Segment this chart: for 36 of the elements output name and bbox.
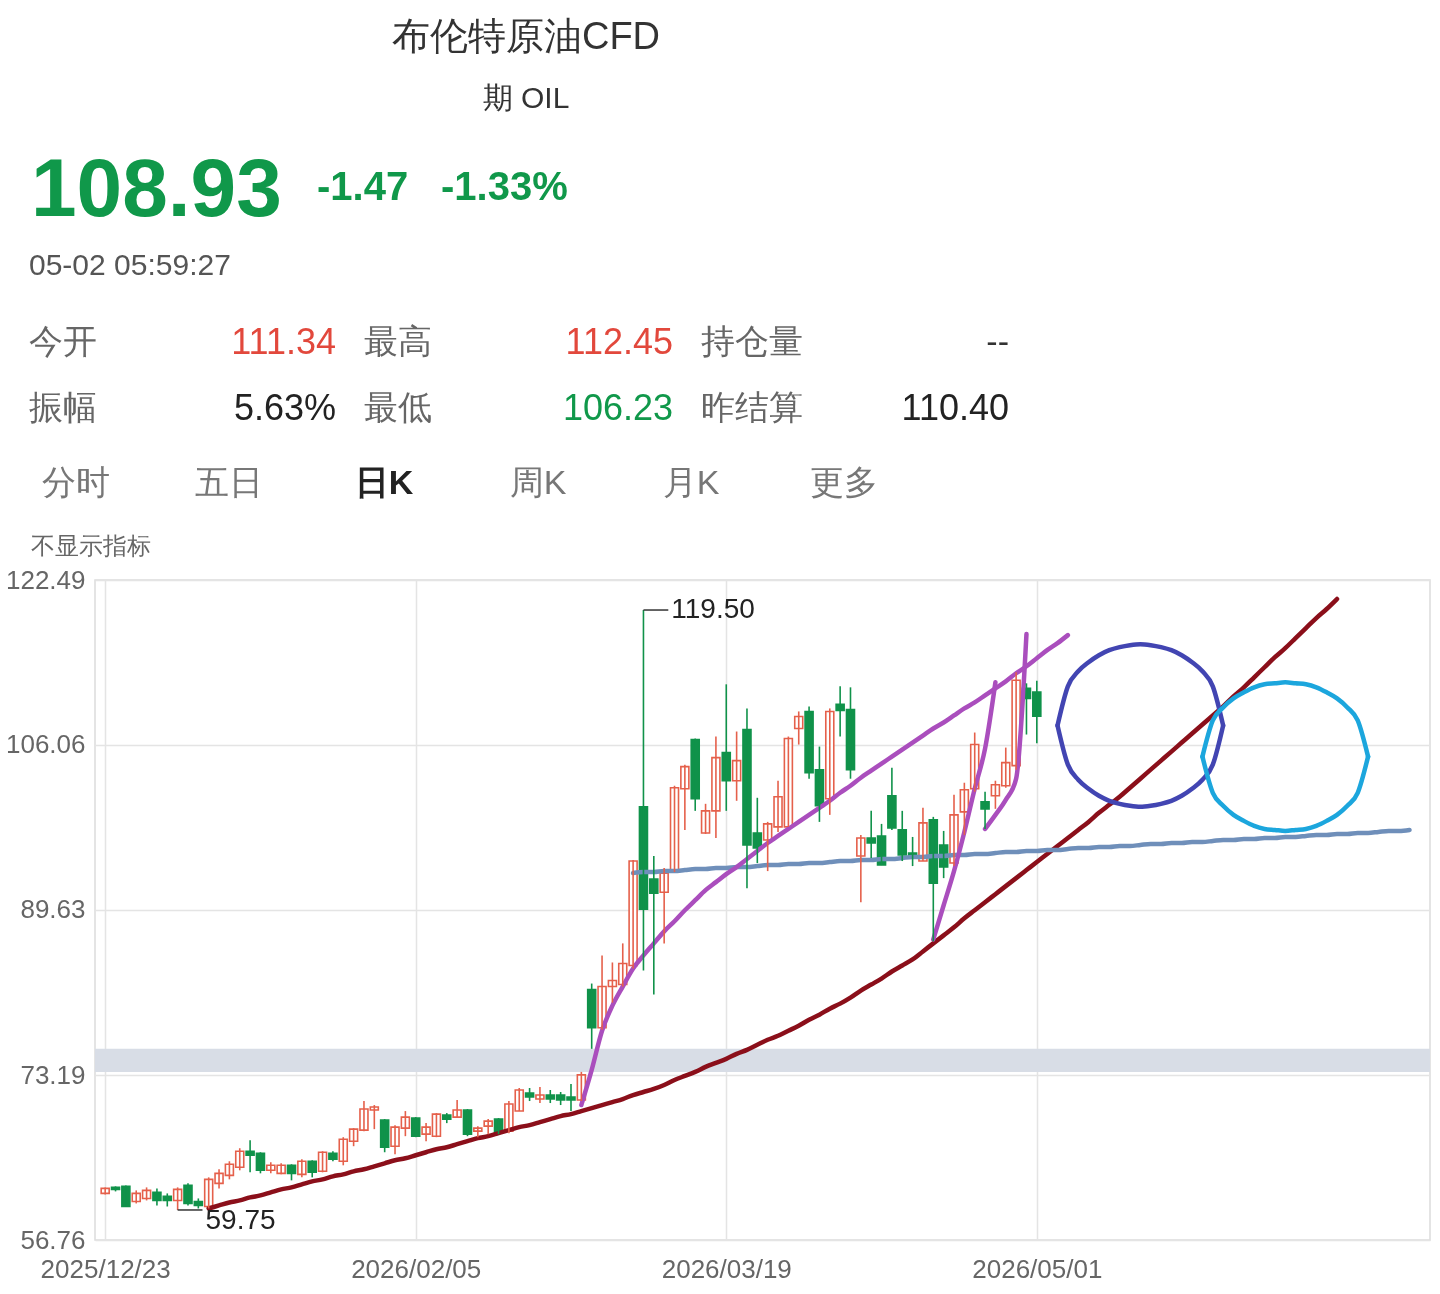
text: 05-02 05:59:27	[29, 248, 231, 281]
text: 日K	[354, 463, 414, 501]
text: 昨结算	[701, 388, 803, 426]
text: 最低	[364, 388, 432, 426]
text: 更多	[810, 463, 878, 501]
text: 112.45	[565, 321, 673, 362]
annotation: 119.50	[671, 593, 755, 625]
annotation: 59.75	[205, 1203, 276, 1235]
text: 分时	[42, 463, 110, 501]
text: -1.47	[317, 164, 409, 208]
y-tick-label: 122.49	[5, 564, 86, 595]
y-tick-label: 89.63	[20, 894, 86, 925]
y-tick-label: 73.19	[20, 1059, 86, 1090]
chart-subtitle: 期 OIL	[482, 81, 570, 114]
text: 108.93	[31, 142, 282, 233]
y-tick-label: 106.06	[5, 729, 86, 760]
text: 五日	[195, 463, 263, 501]
text: 106.23	[562, 387, 673, 428]
text: 周K	[509, 463, 567, 501]
text: 5.63%	[233, 387, 336, 428]
chart-title: 布伦特原油CFD	[391, 15, 661, 57]
text: 110.40	[901, 387, 1009, 428]
text: 最高	[364, 322, 432, 360]
text: --	[986, 322, 1009, 360]
text: 111.34	[231, 321, 336, 362]
text: -1.33%	[441, 164, 568, 208]
text: 不显示指标	[31, 532, 151, 559]
text: 今开	[29, 322, 97, 360]
text: 持仓量	[701, 322, 803, 360]
x-tick-label: 2026/03/19	[661, 1253, 792, 1284]
y-tick-label: 56.76	[20, 1224, 86, 1255]
text: 振幅	[29, 388, 97, 426]
text: 月K	[662, 463, 720, 501]
x-tick-label: 2025/12/23	[40, 1253, 171, 1284]
x-tick-label: 2026/02/05	[351, 1253, 482, 1284]
x-tick-label: 2026/05/01	[972, 1253, 1103, 1284]
